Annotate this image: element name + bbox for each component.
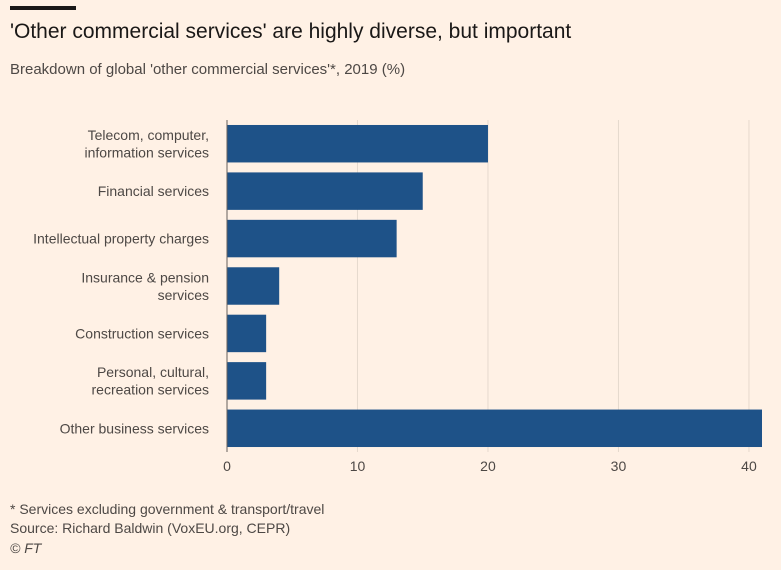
top-rule: [10, 6, 76, 10]
bar-0: [227, 124, 488, 163]
category-label-line: Intellectual property charges: [33, 231, 209, 247]
category-label-5: Personal, cultural, recreation services: [92, 364, 210, 398]
category-label-line: Financial services: [98, 183, 209, 199]
category-label-0: Telecom, computer, information services: [85, 127, 210, 161]
category-label-4: Construction services: [75, 325, 209, 341]
category-label-2: Intellectual property charges: [33, 231, 209, 247]
category-label-1: Financial services: [98, 183, 209, 199]
bar-1: [227, 172, 423, 210]
bar-chart: Telecom, computer, information services Fi…: [33, 120, 762, 474]
bar-5: [227, 362, 267, 400]
source-note: Source: Richard Baldwin (VoxEU.org, CEPR…: [10, 520, 291, 536]
category-label-line: Telecom, computer,: [88, 127, 209, 143]
bar-3: [227, 267, 280, 305]
category-label-6: Other business services: [60, 420, 209, 436]
bar-2: [227, 219, 397, 258]
category-label-line: Other business services: [60, 420, 209, 436]
bar-4: [227, 314, 267, 353]
category-label-3: Insurance & pension services: [81, 269, 209, 303]
x-tick-label-3: 30: [611, 458, 627, 474]
footnote: * Services excluding government & transp…: [10, 501, 325, 517]
category-label-line: recreation services: [92, 382, 210, 398]
category-label-line: services: [158, 287, 209, 303]
chart-title: 'Other commercial services' are highly d…: [10, 20, 572, 43]
x-tick-label-4: 40: [741, 458, 757, 474]
category-label-line: Construction services: [75, 325, 209, 341]
x-tick-label-1: 10: [350, 458, 366, 474]
chart-subtitle: Breakdown of global 'other commercial se…: [10, 61, 406, 78]
category-label-line: Insurance & pension: [81, 269, 209, 285]
category-label-line: Personal, cultural,: [97, 364, 209, 380]
x-tick-label-2: 20: [480, 458, 496, 474]
bar-6: [227, 409, 762, 448]
category-label-line: information services: [85, 144, 210, 160]
x-tick-label-0: 0: [223, 458, 231, 474]
copyright-note: © FT: [10, 540, 42, 556]
